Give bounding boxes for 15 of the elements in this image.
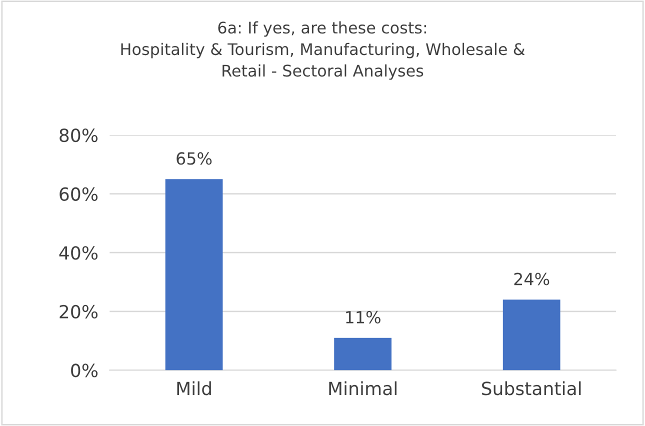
bar: [165, 179, 223, 370]
y-tick-label: 0%: [71, 364, 98, 378]
data-label: 65%: [176, 152, 212, 165]
y-tick-label: 80%: [60, 128, 98, 142]
x-tick-label: Mild: [177, 381, 211, 396]
data-label: 11%: [346, 310, 380, 324]
bar: [334, 338, 392, 370]
x-tick-label: Minimal: [329, 381, 396, 396]
y-tick-label: 40%: [59, 246, 98, 260]
y-tick-label: 20%: [60, 304, 98, 319]
data-label: 24%: [514, 272, 550, 286]
y-tick-label: 60%: [60, 187, 98, 201]
x-tick-label: Substantial: [482, 381, 581, 396]
chart-title: 6a: If yes, are these costs: Hospitality & Tourism, Manufacturing, Wholesale & Retail - Sectoral Analyses: [121, 21, 525, 80]
bar: [502, 300, 560, 370]
